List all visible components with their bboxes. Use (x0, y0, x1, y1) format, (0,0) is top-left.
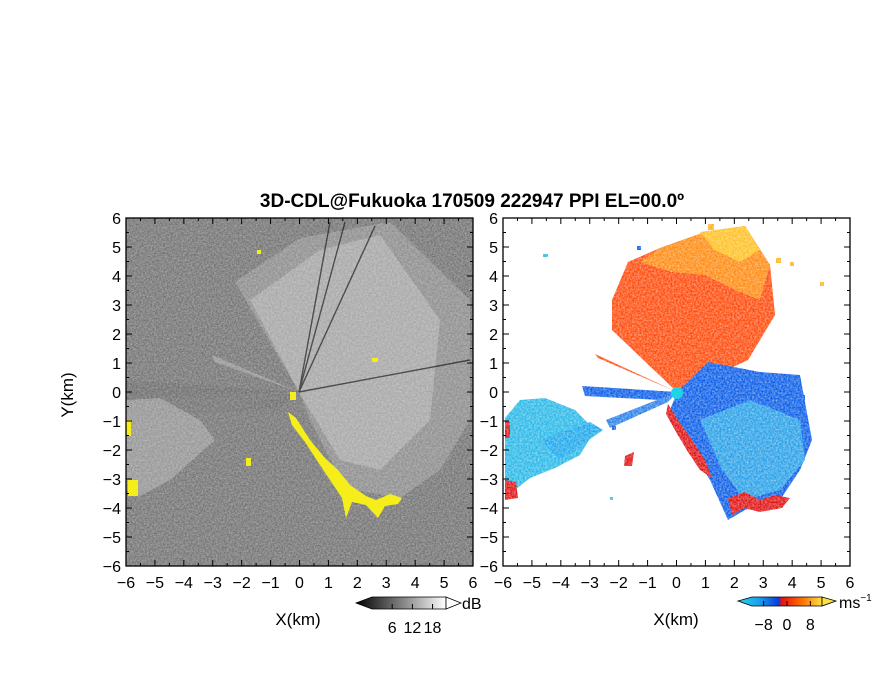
x-tick-label: 2 (353, 575, 362, 592)
x-tick-label: 0 (295, 575, 304, 592)
x-tick-label: −3 (204, 575, 222, 592)
y-tick-label: −4 (103, 501, 121, 518)
y-tick-label: 1 (112, 356, 121, 373)
x-tick-label: 2 (730, 575, 739, 592)
colorbar-tick-label: −8 (755, 617, 773, 634)
x-tick-label: −5 (146, 575, 164, 592)
colorbar-unit-exponent: −1 (860, 593, 872, 604)
highlight-cells (126, 250, 402, 518)
colorbar-unit-right: ms−1 (839, 593, 872, 612)
x-tick-label: 3 (759, 575, 768, 592)
radar-site-marker (671, 387, 683, 399)
y-tick-label: −5 (103, 530, 121, 547)
y-tick-label: −3 (480, 472, 498, 489)
y-tick-label: 6 (112, 211, 121, 228)
colorbar-tick-label: 18 (424, 620, 442, 637)
x-tick-label: −4 (552, 575, 570, 592)
colorbar-tick-label: 12 (403, 620, 421, 637)
y-tick-label: −5 (480, 530, 498, 547)
y-tick-label: 2 (112, 327, 121, 344)
x-tick-label: 5 (817, 575, 826, 592)
x-tick-label: 4 (411, 575, 420, 592)
y-tick-label: 4 (112, 269, 121, 286)
y-tick-label: −2 (103, 443, 121, 460)
y-axis-label: Y(km) (58, 372, 77, 417)
y-tick-label: −4 (480, 501, 498, 518)
x-tick-label: −6 (117, 575, 135, 592)
y-tick-label: −3 (103, 472, 121, 489)
x-tick-label: −1 (638, 575, 656, 592)
y-tick-label: −6 (480, 559, 498, 576)
y-tick-label: −1 (103, 414, 121, 431)
y-tick-label: −2 (480, 443, 498, 460)
x-tick-label: 5 (440, 575, 449, 592)
x-tick-label: −6 (494, 575, 512, 592)
y-tick-label: 0 (112, 385, 121, 402)
colorbar-tick-label: 8 (806, 617, 815, 634)
y-tick-label: 0 (489, 385, 498, 402)
y-tick-label: −6 (103, 559, 121, 576)
colorbar-tick-label: 6 (388, 620, 397, 637)
x-tick-label: 3 (382, 575, 391, 592)
x-tick-label: 6 (469, 575, 478, 592)
y-tick-label: 1 (489, 356, 498, 373)
y-tick-label: 6 (489, 211, 498, 228)
x-axis-label-left: X(km) (275, 610, 320, 629)
x-tick-label: −5 (523, 575, 541, 592)
x-tick-label: −4 (175, 575, 193, 592)
y-tick-label: 3 (112, 298, 121, 315)
x-tick-label: 1 (701, 575, 710, 592)
y-tick-label: −1 (480, 414, 498, 431)
colorbar-tick-label: 0 (783, 617, 792, 634)
x-tick-label: 4 (788, 575, 797, 592)
x-tick-label: 1 (324, 575, 333, 592)
reflectivity-panel: −6 −5 −4 −3 −2 −1 0 1 2 3 4 5 6 6543210−1−2−3−4−5−6 … (58, 211, 478, 629)
reflectivity-colorbar: 6 12 18 dB (354, 596, 482, 637)
x-axis-label-right: X(km) (653, 610, 698, 629)
x-tick-label: 0 (672, 575, 681, 592)
velocity-echo (503, 218, 850, 566)
colorbar-unit-left: dB (462, 596, 482, 613)
reflectivity-echo (126, 218, 473, 566)
y-tick-label: 5 (489, 240, 498, 257)
velocity-panel: −6 −5 −4 −3 −2 −1 0 1 2 3 4 5 6 6543210−1−2−3−4−5−6 … (480, 211, 855, 629)
x-tick-label: −3 (581, 575, 599, 592)
x-tick-label: −1 (261, 575, 279, 592)
chart-title: 3D-CDL@Fukuoka 170509 222947 PPI EL=00.0… (260, 191, 684, 212)
y-tick-label: 4 (489, 269, 498, 286)
velocity-colorbar: −8 0 8 ms−1 (736, 593, 872, 634)
x-tick-label: 6 (846, 575, 855, 592)
y-tick-label: 5 (112, 240, 121, 257)
x-tick-label: −2 (610, 575, 628, 592)
x-tick-label: −2 (233, 575, 251, 592)
y-tick-label: 2 (489, 327, 498, 344)
y-tick-label: 3 (489, 298, 498, 315)
